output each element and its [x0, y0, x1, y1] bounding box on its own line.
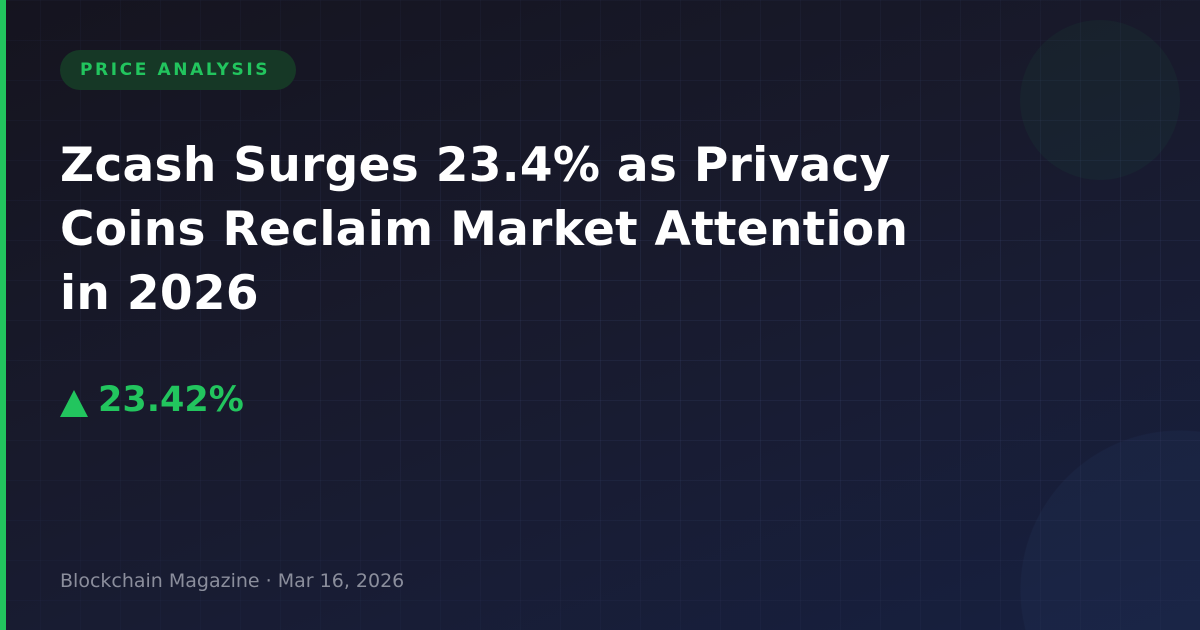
category-badge-label: PRICE ANALYSIS	[80, 60, 271, 80]
decorative-circle-top	[1020, 20, 1180, 180]
separator: ·	[265, 570, 272, 592]
accent-bar	[0, 0, 6, 630]
publisher: Blockchain Magazine	[60, 570, 260, 592]
triangle-up-icon	[60, 389, 88, 417]
price-change: 23.42%	[60, 380, 244, 420]
price-change-value: 23.42%	[98, 380, 244, 420]
category-badge: PRICE ANALYSIS	[60, 50, 297, 90]
headline: Zcash Surges 23.4% as Privacy Coins Recl…	[60, 138, 909, 321]
footer-byline: Blockchain Magazine · Mar 16, 2026	[60, 570, 404, 592]
publish-date: Mar 16, 2026	[277, 570, 405, 592]
